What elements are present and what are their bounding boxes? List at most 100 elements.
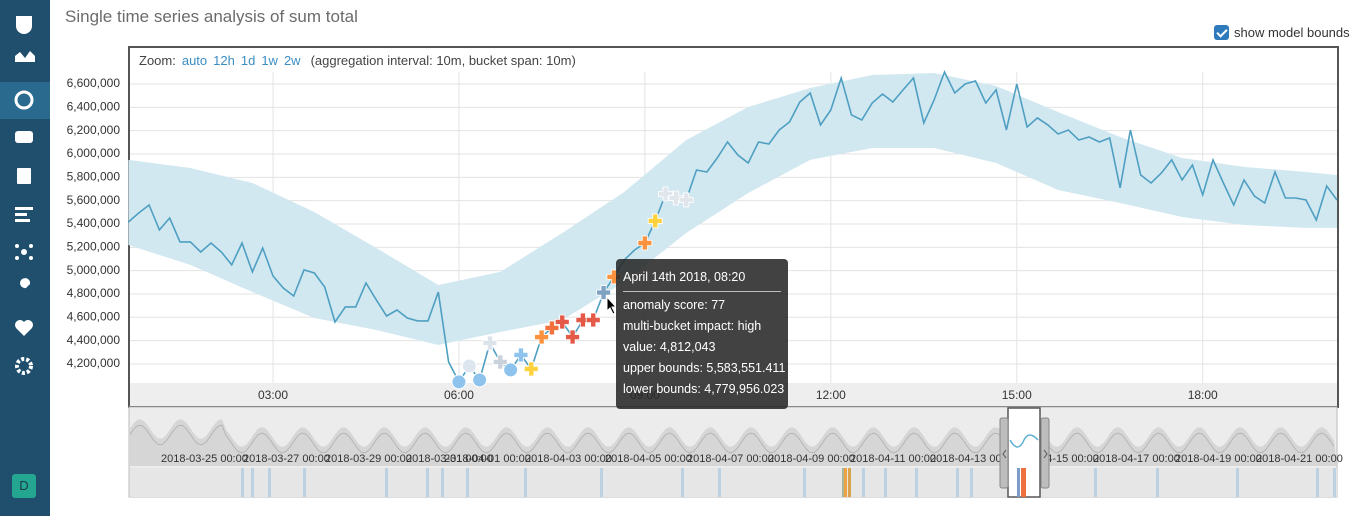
tooltip-line: value: 4,812,043: [623, 340, 716, 354]
context-date-label: 2018-04-03 00:00: [525, 453, 612, 465]
swimlane-cell: [884, 468, 887, 497]
anomaly-marker: [544, 320, 560, 336]
context-date-label: 2018-04-19 00:00: [1175, 453, 1262, 465]
plot: 4,200,000 4,400,000 4,600,000 4,800,000 5,00…: [67, 69, 1338, 402]
swimlane-cell: [241, 468, 244, 497]
context-date-label: 2018-04-11 00:00: [850, 453, 936, 465]
swimlane-cell: [803, 468, 806, 497]
tooltip-line: upper bounds: 5,583,551.411: [623, 361, 786, 375]
model-bounds: [128, 73, 1337, 345]
tooltip: April 14th 2018, 08:20 anomaly score: 77…: [616, 259, 788, 409]
x-tick-label: 03:00: [258, 388, 288, 402]
swimlane: [130, 468, 1337, 497]
swimlane-cell: [268, 468, 271, 497]
zoom-option[interactable]: auto: [181, 53, 208, 68]
anomaly-marker: [565, 329, 580, 345]
anomaly-marker: [658, 186, 673, 202]
anomaly-marker: [503, 362, 519, 378]
swimlane-cell: [915, 468, 918, 497]
zoom-info: (aggregation interval: 10m, bucket span:…: [310, 53, 576, 68]
anomaly-marker: [596, 285, 611, 300]
context-date-label: 2018-04-21 00:00: [1256, 453, 1343, 465]
swimlane-cell: [1333, 468, 1336, 497]
swimlane-cell: [956, 468, 959, 497]
value-line: [127, 69, 1338, 384]
context-date-label: 2018-04-07 00:00: [687, 453, 774, 465]
checkbox-label[interactable]: show model bounds: [1234, 25, 1350, 40]
context-date-label: 2018-03-27 00:00: [243, 453, 330, 465]
nav-icon[interactable]: [15, 320, 33, 336]
sidebar-active: [0, 82, 50, 119]
anomaly-marker: [647, 213, 663, 229]
anomaly-marker: [523, 361, 539, 377]
swimlane-cell: [842, 468, 845, 497]
context-date-label: 2018-03-31 00:00: [406, 453, 493, 465]
swimlane-cell: [251, 468, 254, 497]
zoom-label: Zoom:: [139, 53, 176, 68]
x-tick-label: 12:00: [816, 388, 846, 402]
anomaly-marker: [461, 358, 477, 374]
y-tick-label: 4,800,000: [67, 286, 121, 300]
nav-icon[interactable]: [21, 249, 27, 255]
nav-icon[interactable]: [14, 90, 34, 110]
y-tick-label: 6,400,000: [67, 100, 121, 114]
anomaly-marker: [451, 374, 467, 390]
tooltip-line: multi-bucket impact: high: [623, 319, 762, 333]
zoom-option[interactable]: 2w: [283, 53, 301, 68]
context-date-label: 2018-04-13 00:00: [930, 453, 1017, 465]
anomaly-marker: [513, 347, 529, 363]
brush-handle[interactable]: [1040, 417, 1050, 489]
nav-icon[interactable]: [15, 131, 33, 143]
context-date-label: 2018-03-29 00:00: [325, 453, 412, 465]
swimlane-cell: [1316, 468, 1319, 497]
y-tick-label: 5,000,000: [67, 263, 121, 277]
swimlane-cell: [970, 468, 973, 497]
tooltip-separator: [623, 291, 781, 292]
x-tick-label: 18:00: [1188, 388, 1218, 402]
nav-icon[interactable]: [15, 357, 33, 375]
context-date-label: 2018-03-25 00:00: [161, 453, 248, 465]
y-tick-label: 5,200,000: [67, 239, 121, 253]
anomaly-marker: [472, 372, 488, 388]
anomaly-marker: [554, 314, 570, 330]
swimlane-cell: [1094, 468, 1097, 497]
anomaly-marker: [678, 192, 694, 208]
zoom-bar: Zoom: auto 12h 1d 1w 2w (aggregation int…: [139, 53, 576, 68]
checkbox[interactable]: [1214, 25, 1229, 40]
anomaly-marker: [575, 312, 591, 328]
nav-icon[interactable]: [15, 207, 33, 222]
swimlane-cell: [441, 468, 444, 497]
anomaly-marker: [637, 235, 653, 251]
swimlane-cell: [718, 468, 721, 497]
y-tick-label: 5,800,000: [67, 169, 121, 183]
swimlane-cell: [426, 468, 429, 497]
swimlane-cell: [524, 468, 527, 497]
nav-icon[interactable]: [16, 16, 32, 34]
zoom-option[interactable]: 12h: [213, 53, 235, 68]
swimlane-cell: [466, 468, 469, 497]
anomaly-marker: [492, 354, 508, 370]
swimlane-cell: [1236, 468, 1239, 497]
nav-icon[interactable]: [15, 51, 35, 62]
swimlane-cell: [862, 468, 865, 497]
zoom-option[interactable]: 1d: [240, 53, 256, 68]
brush-handle-arrow: [1002, 449, 1007, 459]
model-bounds-checkbox[interactable]: show model bounds: [1214, 25, 1350, 40]
swimlane-cell: [600, 468, 603, 497]
y-tick-label: 5,600,000: [67, 193, 121, 207]
sidebar-icons: [14, 16, 35, 375]
zoom-option[interactable]: 1w: [261, 53, 278, 68]
context-date-label: 2018-04-01 00:00: [444, 453, 531, 465]
y-tick-label: 4,400,000: [67, 333, 121, 347]
y-tick-label: 6,600,000: [67, 76, 121, 90]
page-title: Single time series analysis of sum total: [65, 7, 358, 26]
context-date-label: 2018-04-09 00:00: [768, 453, 855, 465]
nav-icon[interactable]: [16, 278, 31, 298]
nav-icon[interactable]: [17, 168, 31, 184]
context-line: [129, 424, 1335, 454]
swimlane-cell: [1021, 468, 1026, 497]
user-avatar[interactable]: D: [12, 474, 36, 498]
